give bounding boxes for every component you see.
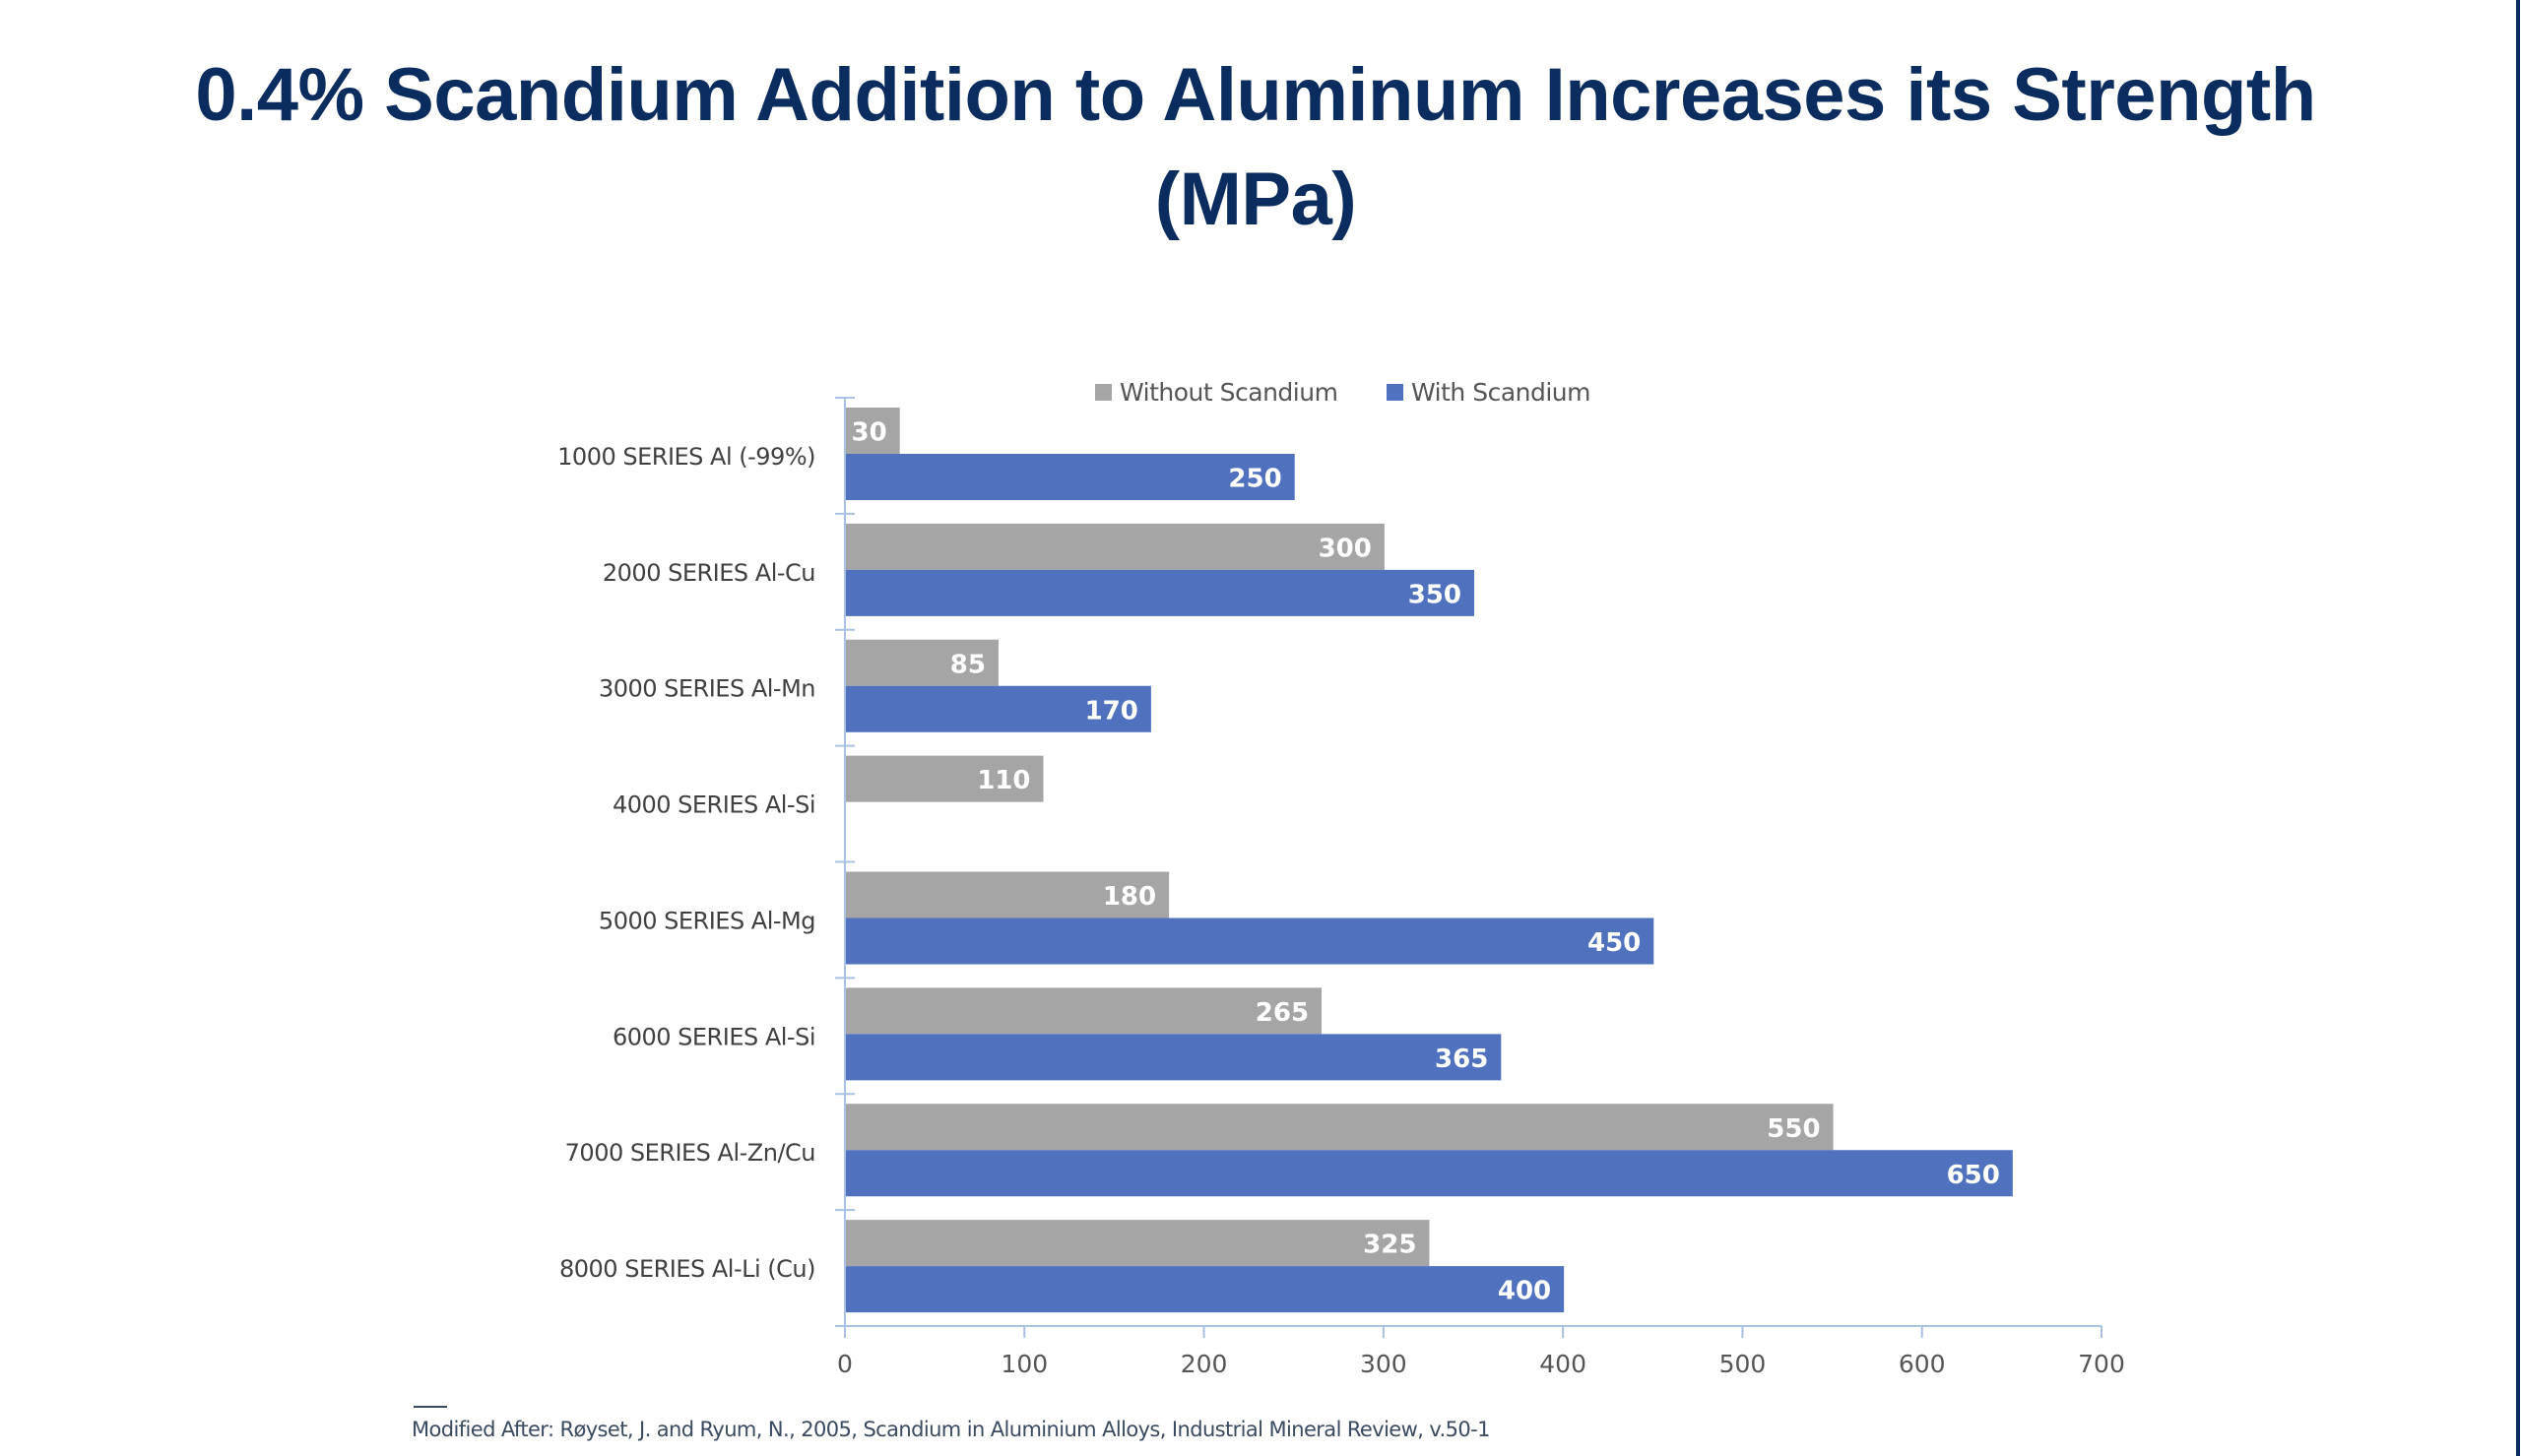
x-tick-label: 500 [1719,1350,1767,1378]
bar-with-scandium [846,454,1295,500]
data-label: 265 [1256,998,1309,1028]
chart-subtitle: (MPa) [1154,158,1357,241]
data-label: 325 [1363,1231,1416,1260]
category-label: 1000 SERIES Al (-99%) [557,443,815,471]
bar-with-scandium [846,918,1654,965]
category-label: 7000 SERIES Al-Zn/Cu [565,1139,815,1167]
footnote: Modified After: Røyset, J. and Ryum, N.,… [412,1418,1490,1441]
category-label: 8000 SERIES Al-Li (Cu) [559,1255,815,1283]
category-label: 2000 SERIES Al-Cu [603,559,815,587]
category-label: 5000 SERIES Al-Mg [599,907,815,934]
legend-label: With Scandium [1411,378,1590,407]
category-label: 3000 SERIES Al-Mn [599,675,815,703]
bar-without-scandium [846,639,999,686]
data-label: 350 [1408,580,1461,609]
legend-swatch [1095,384,1112,401]
data-label: 365 [1435,1045,1488,1074]
title-block: 0.4% Scandium Addition to Aluminum Incre… [0,43,2511,252]
x-tick-label: 600 [1899,1350,1946,1378]
bar-with-scandium [846,685,1151,732]
footnote-marker [414,1406,447,1408]
data-label: 300 [1319,534,1372,563]
legend-label: Without Scandium [1120,378,1337,407]
bar-without-scandium [846,408,900,454]
bar-with-scandium [846,1034,1502,1081]
legend-swatch [1387,384,1403,401]
bar-without-scandium [846,523,1385,570]
bar-without-scandium [846,755,1044,802]
bar-with-scandium [846,1150,2013,1197]
data-label: 400 [1498,1277,1551,1306]
data-label: 170 [1085,696,1138,726]
bar-without-scandium [846,1104,1834,1151]
bar-without-scandium [846,987,1323,1035]
x-tick-label: 0 [837,1350,853,1378]
x-tick-label: 400 [1539,1350,1586,1378]
x-tick-label: 700 [2078,1350,2125,1378]
data-label: 450 [1587,928,1641,958]
x-tick-label: 100 [1001,1350,1048,1378]
data-label: 85 [950,650,986,679]
data-label: 550 [1767,1114,1820,1144]
x-tick-label: 200 [1181,1350,1228,1378]
data-label: 110 [977,766,1030,795]
data-label: 180 [1103,882,1156,912]
slide-edge-divider [2516,0,2520,1456]
data-label: 650 [1947,1161,2000,1190]
bar-without-scandium [846,1220,1430,1267]
chart-title: 0.4% Scandium Addition to Aluminum Incre… [195,53,2316,137]
data-label: 250 [1228,465,1281,494]
data-label: 30 [851,418,886,448]
bar-with-scandium [846,1266,1565,1313]
x-tick-label: 300 [1360,1350,1407,1378]
bar-with-scandium [846,569,1474,616]
category-label: 4000 SERIES Al-Si [613,791,815,819]
category-label: 6000 SERIES Al-Si [613,1023,815,1050]
bar-without-scandium [846,871,1170,918]
